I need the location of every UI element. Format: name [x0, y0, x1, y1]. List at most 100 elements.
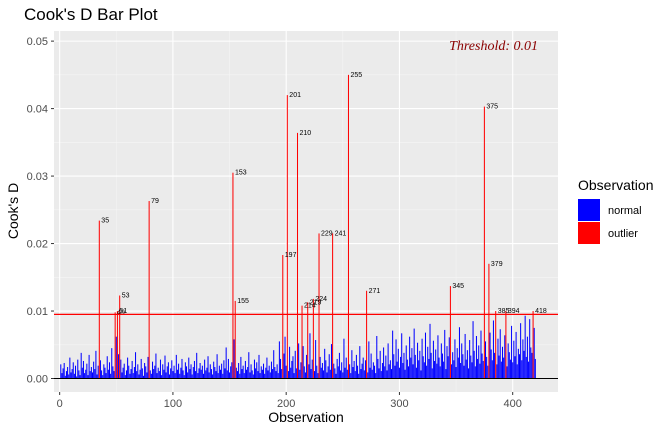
bar-normal — [389, 360, 391, 379]
bar-normal — [418, 360, 420, 379]
bar-normal — [129, 373, 131, 379]
bar-normal — [455, 367, 457, 379]
bar-normal — [123, 363, 125, 379]
threshold-label: Threshold: 0.01 — [449, 39, 538, 54]
bar-normal — [294, 350, 296, 379]
bar-normal — [85, 369, 87, 379]
bar-normal — [187, 372, 189, 379]
bar-normal — [308, 364, 310, 379]
bar-normal — [506, 366, 508, 379]
bar-normal — [293, 373, 295, 379]
bar-normal — [265, 367, 267, 379]
bar-normal — [230, 366, 232, 379]
bar-normal — [137, 364, 139, 379]
bar-normal — [471, 362, 473, 379]
bar-normal — [268, 365, 270, 379]
bar-normal — [504, 335, 506, 379]
bar-normal — [162, 364, 164, 379]
bar-normal — [253, 359, 255, 379]
bar-normal — [193, 360, 195, 379]
bar-normal — [492, 320, 494, 379]
grid-minor — [54, 31, 558, 392]
bar-normal — [434, 360, 436, 379]
bar-normal — [209, 364, 211, 379]
bar-normal — [353, 360, 355, 379]
bar-normal — [226, 370, 228, 379]
bar-normal — [283, 353, 285, 379]
bar-normal — [136, 371, 138, 379]
bar-normal — [534, 358, 536, 379]
bar-normal — [329, 369, 331, 379]
bar-normal — [320, 367, 322, 379]
bar-normal — [84, 373, 86, 379]
outlier-label: 49 — [117, 309, 125, 316]
bar-normal — [247, 367, 249, 379]
bar-normal — [285, 365, 287, 379]
bar-normal — [231, 362, 233, 379]
bar-normal — [338, 352, 340, 379]
bar-normal — [470, 355, 472, 379]
outlier-bars — [98, 74, 534, 379]
bar-normal — [404, 369, 406, 379]
bar-normal — [99, 360, 101, 379]
bar-normal — [437, 335, 439, 379]
bar-normal — [361, 363, 363, 379]
bar-normal — [330, 344, 332, 379]
bar-normal — [458, 327, 460, 379]
bar-normal — [310, 369, 312, 379]
bar-normal — [456, 348, 458, 379]
bar-normal — [164, 355, 166, 379]
bar-normal — [103, 364, 105, 379]
outlier-label: 345 — [452, 283, 464, 290]
bar-normal — [407, 366, 410, 379]
bar-normal — [269, 372, 271, 379]
bar-normal — [413, 328, 415, 379]
bar-normal — [110, 373, 112, 379]
bar-outlier — [488, 263, 490, 379]
bar-normal — [101, 370, 103, 379]
bar-normal — [124, 375, 126, 379]
bar-normal — [257, 371, 259, 379]
bar-normal — [270, 361, 272, 379]
bar-normal — [426, 365, 428, 379]
bar-normal — [165, 372, 167, 379]
bar-normal — [267, 370, 269, 379]
bar-normal — [383, 347, 385, 379]
bar-normal — [501, 346, 504, 379]
bar-outlier — [449, 286, 451, 379]
bar-normal — [155, 353, 157, 379]
y-tick-label: 0.04 — [27, 104, 48, 116]
bar-normal — [256, 362, 258, 379]
bar-normal — [405, 345, 407, 379]
bar-normal — [438, 357, 440, 379]
bar-normal — [221, 363, 223, 379]
bar-normal — [291, 360, 293, 379]
bar-normal — [401, 333, 403, 379]
bar-normal — [343, 338, 345, 379]
legend-label-normal: normal — [608, 205, 642, 217]
bar-outlier — [483, 106, 485, 379]
bar-normal — [251, 370, 253, 379]
bar-normal — [112, 366, 114, 379]
outlier-label: 155 — [237, 298, 249, 305]
outlier-label: 51 — [119, 308, 127, 315]
bar-normal — [240, 356, 242, 379]
bar-normal — [118, 354, 120, 379]
bar-normal — [199, 362, 201, 379]
bar-normal — [379, 350, 381, 379]
bar-normal — [182, 370, 184, 379]
bar-normal — [378, 368, 380, 379]
bar-normal — [352, 367, 354, 379]
bar-normal — [299, 369, 301, 379]
bar-normal — [461, 343, 463, 379]
bar-normal — [391, 369, 393, 379]
bar-normal — [175, 354, 177, 379]
bar-normal — [521, 360, 523, 379]
bar-normal — [517, 348, 519, 379]
bar-normal — [179, 373, 181, 379]
bar-normal — [273, 350, 275, 379]
y-axis-title: Cook's D — [5, 183, 21, 239]
outlier-label: 79 — [151, 198, 159, 205]
bar-normal — [336, 358, 338, 379]
